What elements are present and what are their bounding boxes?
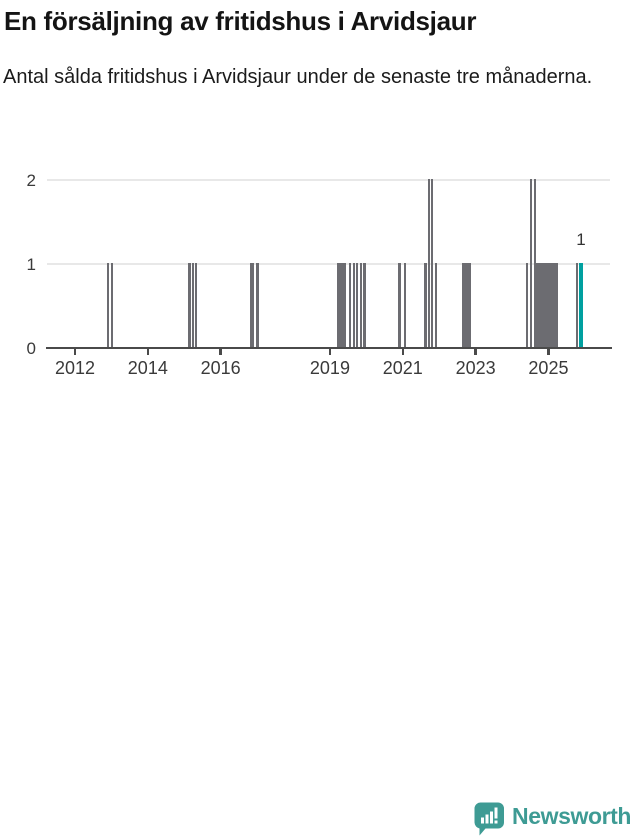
x-axis-tick	[547, 349, 550, 355]
brand-footer: Newsworthy	[0, 398, 631, 836]
y-axis-label: 1	[26, 255, 36, 274]
bar	[576, 263, 579, 347]
bar	[530, 179, 533, 347]
bar	[249, 263, 255, 347]
x-axis-label: 2012	[54, 358, 96, 378]
bar	[525, 263, 528, 347]
x-axis-tick	[474, 349, 477, 355]
bar	[195, 263, 198, 347]
brand-wordmark: Newsworthy	[512, 803, 631, 829]
gridline-y2	[47, 178, 610, 181]
latest-value-label: 1	[576, 230, 586, 249]
bar	[363, 263, 366, 347]
bar	[337, 263, 347, 347]
bar	[188, 263, 191, 347]
chart-subtitle: Antal sålda fritidshus i Arvidsjaur unde…	[3, 66, 593, 88]
y-axis-label: 0	[26, 339, 36, 358]
y-axis-label: 2	[26, 171, 36, 190]
bar	[349, 263, 352, 347]
bar	[536, 263, 559, 347]
bar	[359, 263, 363, 347]
newsworthy-logo-icon	[474, 802, 504, 836]
bar	[256, 263, 259, 347]
bar-chart: 0 1 2 2012 2014 2016 2019 2021 2023 2025 1	[26, 171, 612, 378]
bar	[404, 263, 407, 347]
bar	[424, 263, 427, 347]
gridline-y1	[47, 262, 610, 265]
bar	[434, 263, 438, 347]
x-axis-label: 2016	[200, 358, 241, 378]
x-axis-tick	[146, 349, 150, 355]
bar	[356, 263, 359, 347]
bar	[191, 263, 194, 347]
x-axis-label: 2025	[528, 358, 569, 378]
bar	[352, 263, 355, 347]
x-axis-label: 2019	[309, 358, 350, 378]
x-axis-tick	[328, 349, 332, 355]
bar	[427, 179, 430, 347]
bar	[398, 263, 402, 347]
bar	[431, 179, 434, 347]
bar	[533, 179, 537, 347]
x-axis-tick	[219, 349, 222, 355]
x-axis-line	[46, 346, 612, 349]
x-axis-label: 2014	[127, 358, 168, 378]
x-axis-tick	[401, 349, 405, 355]
bar	[110, 263, 113, 347]
x-axis-label: 2021	[382, 358, 423, 378]
bar	[462, 263, 472, 347]
x-axis-tick	[73, 349, 77, 355]
bar	[106, 263, 109, 347]
highlight-bar	[579, 263, 584, 347]
page-title: En försäljning av fritidshus i Arvidsjau…	[4, 6, 477, 36]
x-axis-label: 2023	[455, 358, 496, 378]
